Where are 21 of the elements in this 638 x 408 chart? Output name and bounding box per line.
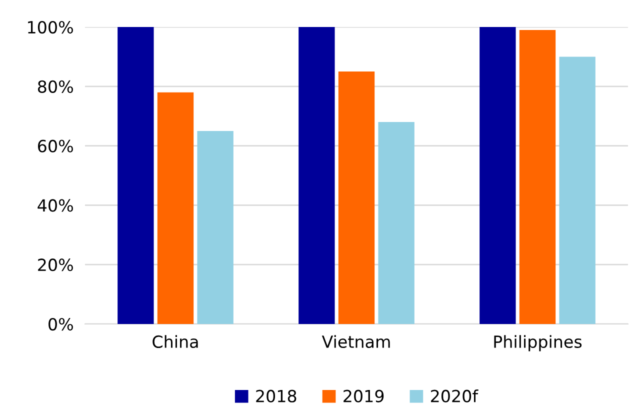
bar bbox=[118, 27, 154, 324]
bar bbox=[519, 30, 556, 324]
bar bbox=[157, 92, 194, 324]
y-tick-label: 80% bbox=[38, 80, 73, 93]
y-tick-label: 40% bbox=[38, 199, 73, 212]
bar bbox=[298, 27, 335, 324]
legend-label: 2019 bbox=[344, 390, 384, 402]
y-tick-label: 60% bbox=[38, 140, 73, 152]
x-tick-label: Vietnam bbox=[322, 335, 390, 348]
y-tick-label: 0% bbox=[48, 318, 73, 331]
bar bbox=[559, 56, 596, 324]
bar bbox=[338, 72, 375, 324]
x-tick-label: Philippines bbox=[494, 335, 582, 352]
bar bbox=[480, 27, 516, 324]
y-tick-label: 20% bbox=[38, 258, 73, 272]
x-tick-label: China bbox=[152, 335, 198, 348]
y-tick-label: 100% bbox=[28, 20, 73, 34]
bar bbox=[378, 122, 414, 324]
legend-label: 2020f bbox=[430, 389, 478, 402]
legend-label: 2018 bbox=[256, 390, 296, 402]
bar bbox=[197, 130, 234, 324]
